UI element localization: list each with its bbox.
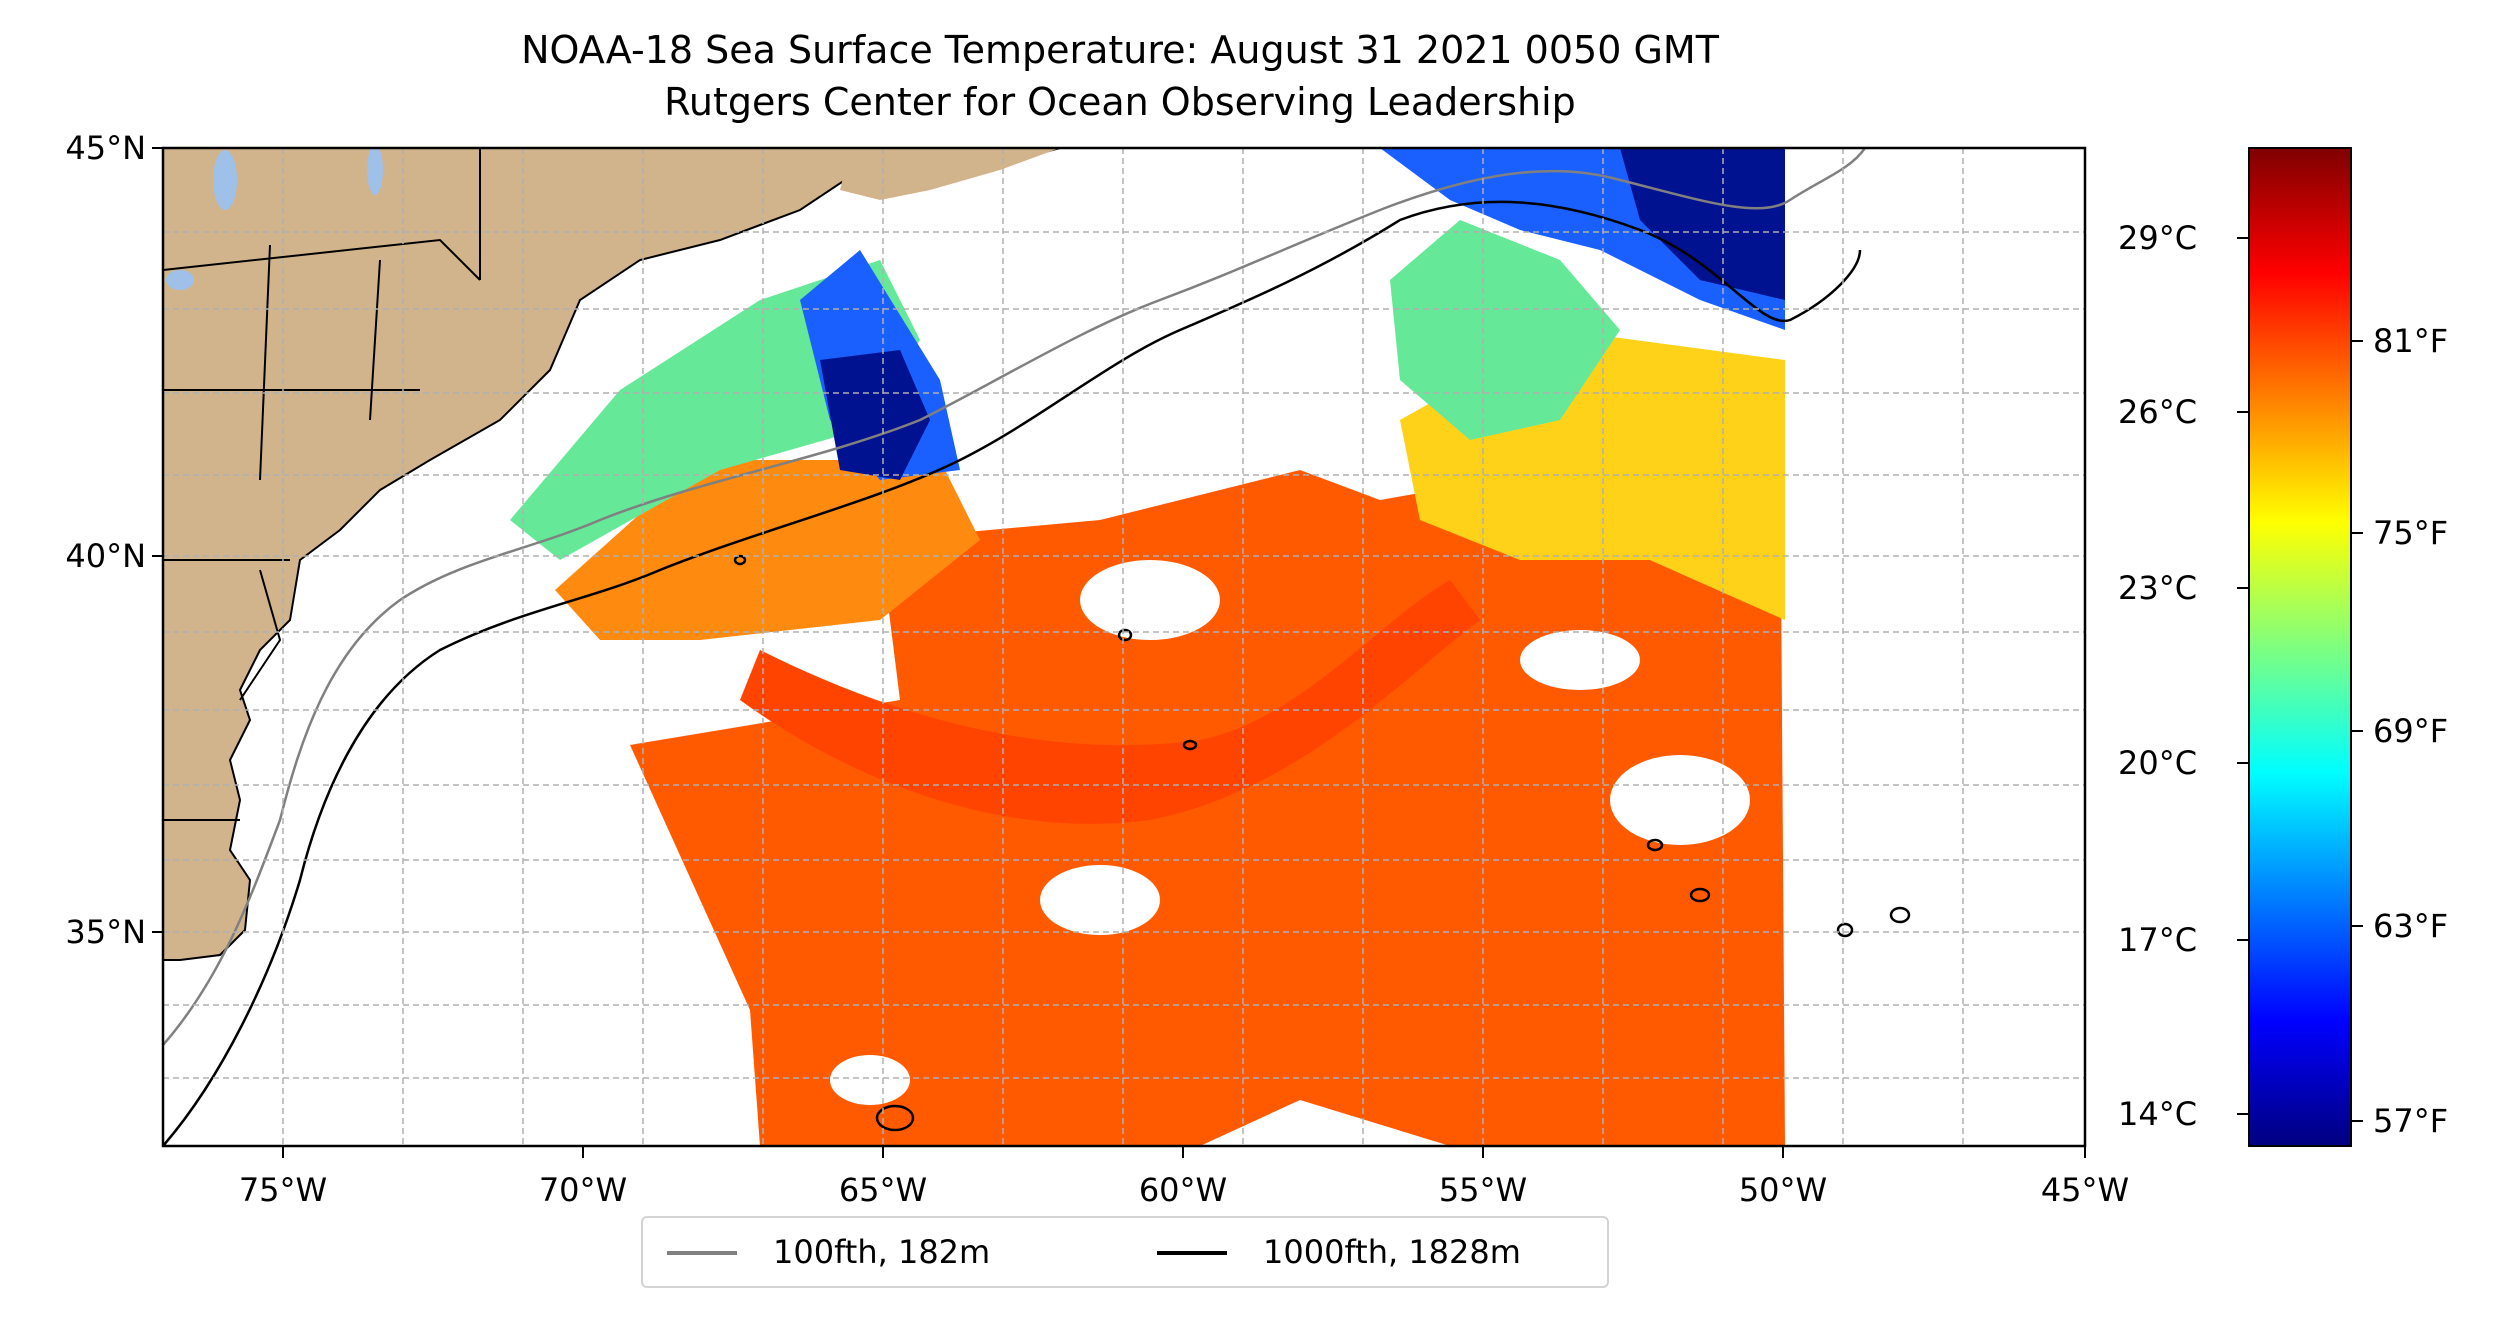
lat-label-40n: 40°N [65, 537, 146, 575]
map-subtitle: Rutgers Center for Ocean Observing Leade… [664, 80, 1576, 124]
land-mass [163, 148, 1061, 961]
cloud-gap [1040, 865, 1160, 935]
legend-item-100fth: 100fth, 182m [643, 1218, 1123, 1286]
land-mass-maritimes [840, 148, 1060, 200]
map-frame [161, 146, 2087, 1148]
isobath-1000fth [163, 200, 1862, 1146]
isobath-100fth [163, 148, 1867, 1046]
gulf-stream [740, 580, 1480, 824]
colorbar [2248, 147, 2352, 1147]
cloud-gap [830, 1055, 910, 1105]
isobath-legend: 100fth, 182m 1000fth, 1828m [641, 1216, 1609, 1288]
lon-label-55w: 55°W [1438, 1171, 1528, 1209]
colorbar-label-29c: 29°C [2118, 219, 2198, 257]
lon-label-50w: 50°W [1738, 1171, 1828, 1209]
legend-label-100fth: 100fth, 182m [773, 1233, 991, 1271]
colorbar-label-57f: 57°F [2373, 1102, 2449, 1140]
colorbar-label-69f: 69°F [2373, 712, 2449, 750]
axis-ticks [152, 147, 2086, 1158]
lake [367, 148, 383, 195]
legend-label-1000fth: 1000fth, 1828m [1263, 1233, 1521, 1271]
map-title: NOAA-18 Sea Surface Temperature: August … [521, 28, 1719, 72]
colorbar-ticks [2237, 237, 2363, 1122]
lon-label-75w: 75°W [238, 1171, 328, 1209]
colorbar-label-63f: 63°F [2373, 907, 2449, 945]
colorbar-label-20c: 20°C [2118, 744, 2198, 782]
colorbar-label-23c: 23°C [2118, 569, 2198, 607]
sst-warm-region-north [555, 460, 980, 640]
lat-label-35n: 35°N [65, 913, 146, 951]
cloud-gap [1080, 560, 1220, 640]
cloud-gap [1610, 755, 1750, 845]
lon-label-70w: 70°W [538, 1171, 628, 1209]
legend-swatch-100fth [667, 1251, 737, 1255]
lon-label-60w: 60°W [1138, 1171, 1228, 1209]
lake [213, 150, 237, 210]
legend-swatch-1000fth [1157, 1251, 1227, 1255]
sst-cool-green-northeast [1390, 220, 1620, 440]
lon-label-45w: 45°W [2040, 1171, 2130, 1209]
lon-label-65w: 65°W [838, 1171, 928, 1209]
colorbar-label-81f: 81°F [2373, 322, 2449, 360]
cloud-gap [1520, 630, 1640, 690]
colorbar-label-14c: 14°C [2118, 1095, 2198, 1133]
gridlines [163, 148, 2085, 1146]
state-borders [163, 148, 481, 821]
sst-very-cold-patch [820, 350, 930, 480]
lat-label-45n: 45°N [65, 129, 146, 167]
map-content [163, 148, 1911, 1146]
colorbar-label-17c: 17°C [2118, 921, 2198, 959]
lake [166, 270, 194, 290]
seamounts [733, 554, 1911, 1132]
colorbar-label-75f: 75°F [2373, 514, 2449, 552]
legend-item-1000fth: 1000fth, 1828m [1123, 1218, 1603, 1286]
colorbar-label-26c: 26°C [2118, 393, 2198, 431]
sst-very-cold-patch-ne [1620, 148, 1785, 300]
